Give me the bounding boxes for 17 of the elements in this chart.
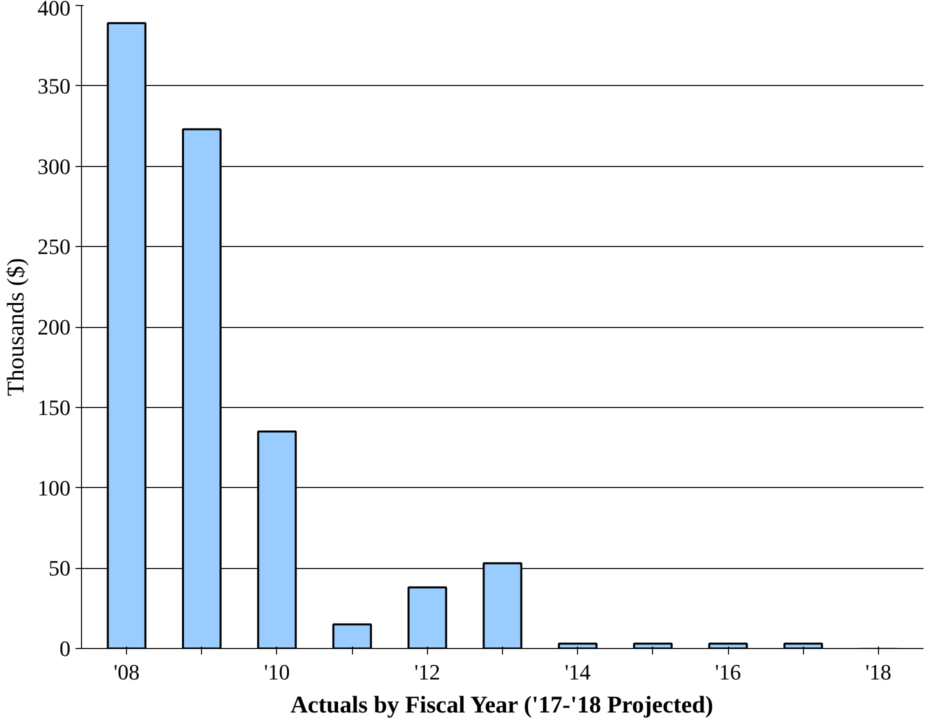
y-tick-label: 400 bbox=[38, 0, 70, 20]
x-tick-label: '16 bbox=[715, 660, 742, 684]
y-tick-label: 300 bbox=[38, 154, 70, 179]
x-axis-title: Actuals by Fiscal Year ('17-'18 Projected) bbox=[290, 692, 714, 718]
y-axis-title: Thousands ($) bbox=[4, 258, 30, 396]
x-tick-label: '18 bbox=[865, 660, 892, 684]
x-tick-label: '12 bbox=[414, 660, 440, 684]
y-tick-label: 200 bbox=[38, 314, 70, 340]
x-tick-label: '10 bbox=[264, 660, 290, 684]
x-tick-label: '14 bbox=[564, 660, 591, 684]
y-tick-label: 250 bbox=[38, 234, 70, 260]
x-tick-label: '08 bbox=[114, 660, 140, 684]
y-tick-label: 350 bbox=[38, 73, 70, 98]
y-tick-label: 50 bbox=[48, 556, 70, 581]
y-tick-label: 100 bbox=[38, 475, 70, 500]
y-tick-label: 150 bbox=[38, 394, 70, 420]
y-tick-label: 0 bbox=[60, 636, 70, 661]
